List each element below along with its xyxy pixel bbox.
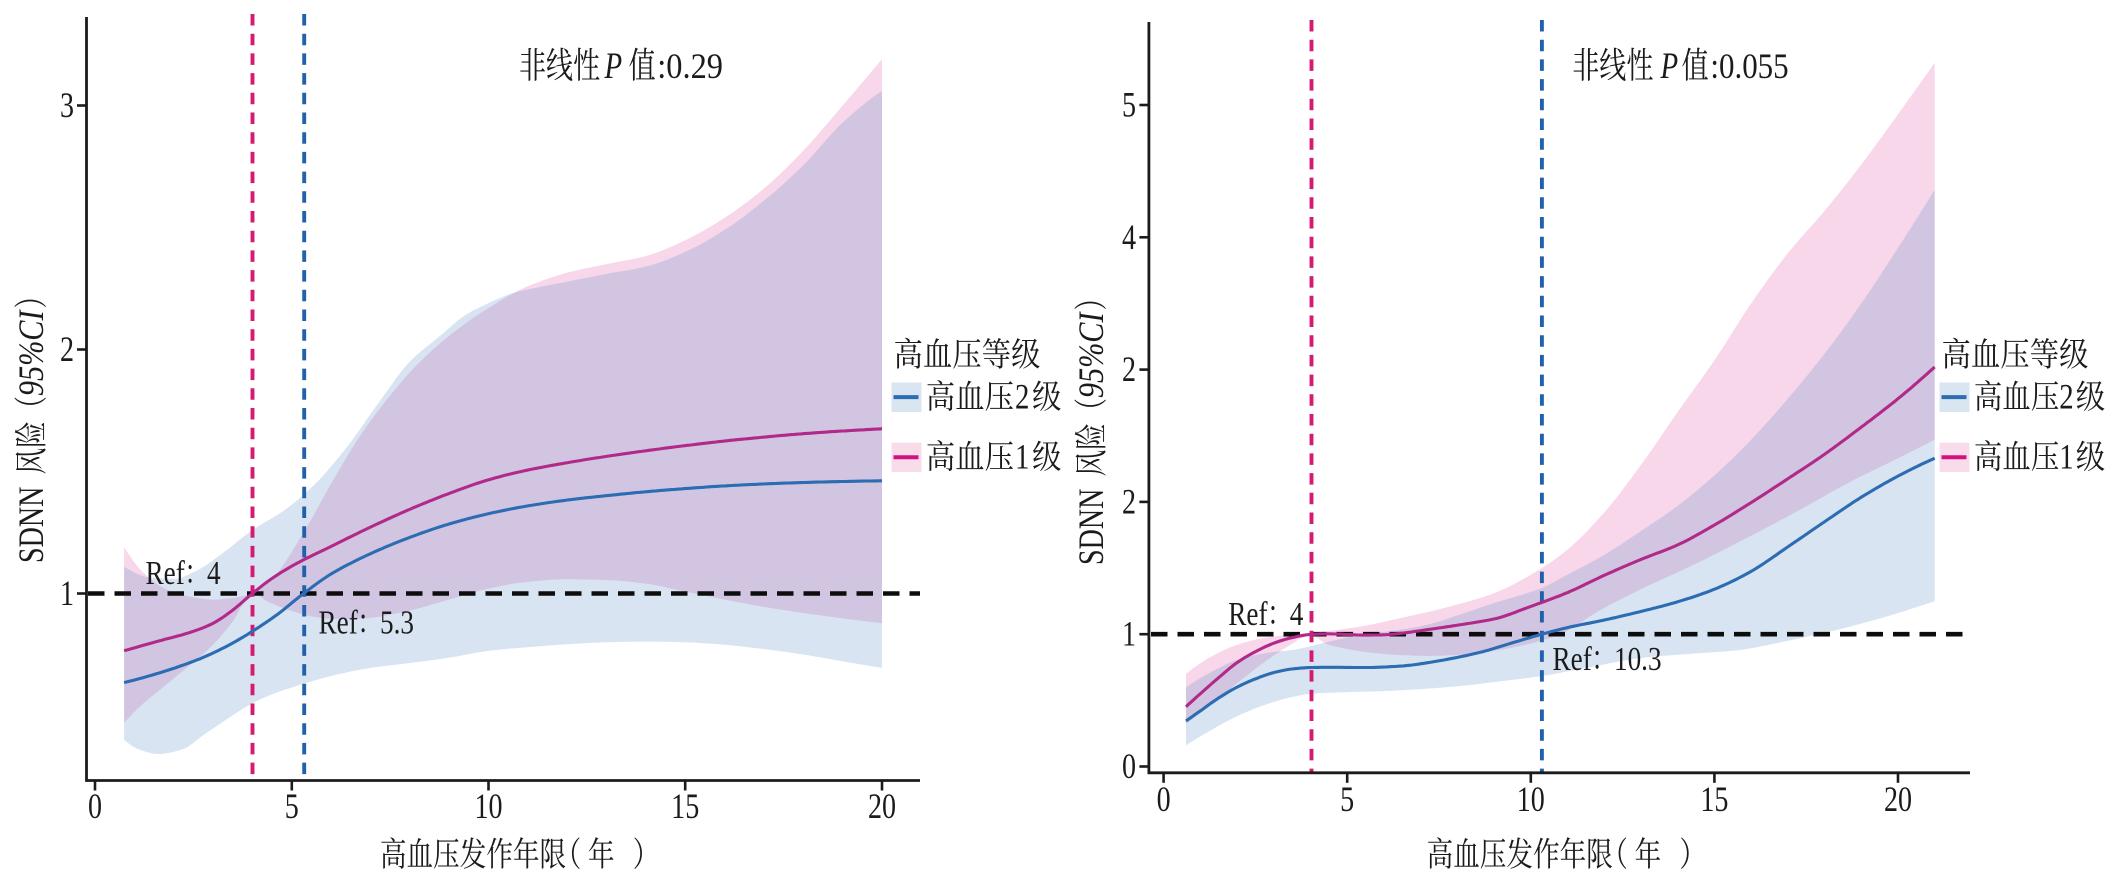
svg-text::0.29: :0.29 [657,46,723,86]
svg-text:2: 2 [1122,349,1136,389]
svg-text:SDNN: SDNN [1071,489,1111,565]
svg-text:5: 5 [1122,84,1136,124]
svg-text:5: 5 [1340,779,1354,819]
svg-text:2: 2 [1015,377,1029,417]
svg-text:2: 2 [60,329,74,369]
svg-text:10.3: 10.3 [1614,640,1662,678]
svg-text:P: P [604,46,622,87]
svg-text:10: 10 [474,786,502,826]
svg-text:0: 0 [88,786,102,826]
svg-text:Ref: Ref [1228,595,1268,633]
svg-text::0.055: :0.055 [1710,47,1788,87]
svg-text:P: P [1660,46,1678,87]
svg-text:4: 4 [1290,595,1304,633]
svg-text:0: 0 [1122,746,1136,786]
svg-text:20: 20 [868,786,896,826]
svg-text:SDNN: SDNN [11,487,51,563]
svg-text:4: 4 [1122,216,1136,256]
svg-text:95%CI: 95%CI [1072,311,1112,398]
svg-text:10: 10 [1517,779,1545,819]
svg-text:0: 0 [1157,779,1171,819]
svg-text:2: 2 [2059,377,2073,417]
svg-text:1: 1 [1122,613,1136,653]
svg-text:Ref: Ref [1553,640,1593,678]
svg-text:15: 15 [671,786,699,826]
svg-text:1: 1 [60,573,74,613]
svg-text:3: 3 [60,85,74,125]
svg-text:1: 1 [2059,437,2073,477]
svg-text:1: 1 [1015,437,1029,477]
svg-text:5.3: 5.3 [380,604,414,642]
svg-text:15: 15 [1700,779,1728,819]
svg-text:Ref: Ref [146,554,186,592]
svg-text:20: 20 [1884,779,1912,819]
svg-text:95%CI: 95%CI [12,309,52,396]
svg-text:4: 4 [207,554,221,592]
svg-text:5: 5 [285,786,299,826]
svg-text:2: 2 [1122,481,1136,521]
svg-text:Ref: Ref [319,604,359,642]
